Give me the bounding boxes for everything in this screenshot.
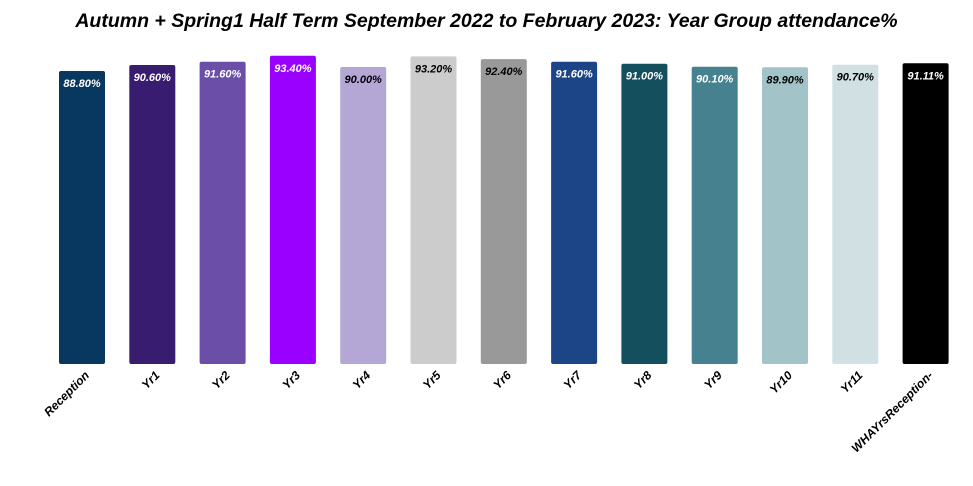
bar-yr5 [410,56,457,365]
data-label: 90.10% [696,74,734,86]
x-tick-label: Yr9 [701,368,725,392]
x-tick-label: Yr4 [350,368,374,392]
x-tick-label: Yr11 [838,368,866,396]
data-label: 93.20% [415,63,453,75]
bar-reception [59,71,105,364]
data-label: 91.11% [907,70,944,82]
data-label: 89.90% [766,74,804,86]
data-label: 88.80% [63,78,101,90]
data-labels-group: 88.80% 90.60% 91.60% 93.40% 90.00% 93.20% 92.4… [63,63,944,90]
bar-yr1 [129,65,176,364]
bar-whayrsreception [902,63,949,365]
data-label: 91.00% [626,71,664,83]
bars-group [59,55,949,365]
bar-yr2 [199,61,246,364]
x-tick-label: Yr1 [139,368,163,392]
x-tick-label: Yr8 [631,368,655,392]
x-tick-label: Reception [41,368,92,419]
data-label: 90.60% [134,72,172,84]
tick-labels-group: Reception Yr1 Yr2 Yr3 Yr4 Yr5 Yr6 Yr7 Yr8 Yr9 Yr10… [41,367,936,455]
bar-yr11 [832,64,879,364]
data-label: 90.00% [345,74,383,86]
data-label: 93.40% [274,63,312,75]
data-label: 91.60% [204,69,242,81]
bar-yr9 [691,66,738,364]
x-tick-label: Yr7 [561,367,586,392]
bar-yr10 [762,67,808,365]
x-tick-label: Yr3 [279,368,303,392]
data-label: 92.40% [485,66,523,78]
bar-yr4 [340,67,387,364]
bar-yr6 [480,59,527,364]
data-label: 91.60% [555,69,593,81]
x-tick-label: Yr10 [767,368,796,397]
chart-title: Autumn + Spring1 Half Term September 202… [75,10,898,32]
bar-yr7 [551,61,598,364]
x-tick-label: Yr2 [209,368,233,392]
x-tick-label: Yr6 [490,368,514,392]
x-tick-label: Yr5 [420,368,444,392]
data-label: 90.70% [837,72,875,84]
bar-yr8 [621,63,668,364]
bar-yr3 [269,55,316,365]
